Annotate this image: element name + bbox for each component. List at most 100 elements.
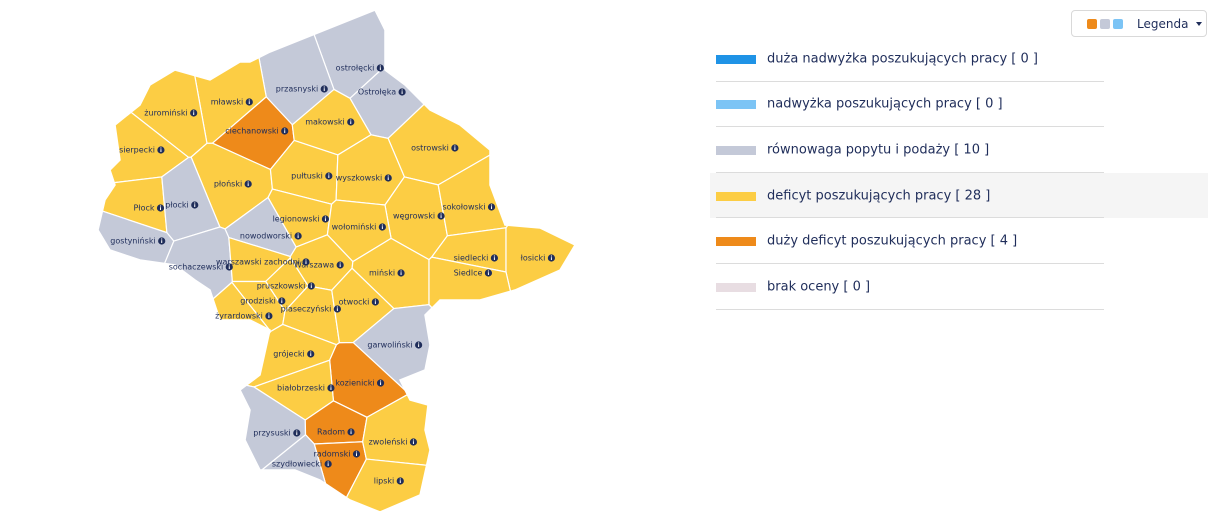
region-label: wołomiński	[332, 223, 377, 232]
legend-swatch	[716, 100, 756, 110]
region-label: warszawski zachodni	[216, 258, 300, 267]
swatch	[1100, 18, 1110, 29]
region[interactable]	[0, 188, 175, 488]
region-label: siedlecki	[454, 254, 489, 263]
info-icon-dot	[194, 202, 196, 204]
legend-item[interactable]: duża nadwyżka poszukujących pracy [ 0 ]	[710, 36, 1208, 82]
region-label: sierpecki	[119, 146, 155, 155]
region-label: szydłowiecki	[272, 460, 322, 469]
info-icon-dot	[161, 238, 163, 240]
info-icon-dot	[324, 216, 327, 218]
region[interactable]	[334, 458, 688, 520]
info-icon-dot	[487, 270, 490, 272]
region[interactable]	[0, 0, 208, 159]
info-icon-dot	[454, 145, 456, 147]
info-icon-dot	[281, 298, 283, 300]
region-label: ciechanowski	[225, 127, 278, 136]
region-label: płocki	[165, 201, 189, 210]
swatch	[1113, 18, 1123, 29]
info-icon-dot	[355, 451, 358, 453]
region-label: pruszkowski	[257, 282, 306, 291]
region-label: przysuski	[253, 429, 291, 438]
legend: duża nadwyżka poszukujących pracy [ 0 ] n…	[710, 36, 1208, 310]
legend-button[interactable]: Legenda	[1071, 10, 1207, 37]
region-label: legionowski	[273, 215, 320, 224]
separator	[716, 171, 1104, 173]
region-label: żyrardowski	[215, 312, 263, 321]
region-label: żuromiński	[144, 109, 187, 118]
outline	[97, 9, 577, 513]
region-label: garwoliński	[367, 341, 412, 350]
region-label: gostyniński	[110, 237, 155, 246]
regions	[0, 0, 700, 520]
info-icon-dot	[379, 65, 381, 67]
legend-label: duża nadwyżka poszukujących pracy [ 0 ]	[767, 51, 1038, 67]
legend-swatch	[716, 145, 756, 155]
separator	[716, 308, 1104, 310]
region-label: mławski	[211, 98, 244, 107]
legend-swatch	[716, 54, 756, 64]
separator	[716, 126, 1104, 128]
region-label: Radom	[317, 428, 345, 437]
info-icon-dot	[327, 461, 329, 463]
legend-swatch	[716, 282, 756, 292]
legend-button-label: Legenda	[1137, 16, 1189, 31]
info-icon-dot	[305, 259, 307, 261]
region-label: łosicki	[521, 254, 546, 263]
info-icon-dot	[160, 147, 162, 149]
legend-label: deficyt poszukujących pracy [ 28 ]	[767, 188, 991, 204]
info-icon-dot	[401, 89, 403, 91]
region-label: Płock	[133, 204, 154, 213]
region-label: przasnyski	[276, 85, 318, 94]
region-label: ostrowski	[411, 144, 449, 153]
region-label: grodziski	[240, 297, 276, 306]
region-label: sochaczewski	[169, 263, 224, 272]
info-icon-dot	[284, 128, 286, 130]
region-label: miński	[369, 269, 395, 278]
info-icon-dot	[330, 385, 332, 387]
info-icon-dot	[381, 224, 383, 226]
info-icon-dot	[493, 255, 495, 257]
info-icon-dot	[440, 213, 442, 215]
info-icon-dot	[339, 262, 341, 264]
region-label: płoński	[214, 180, 242, 189]
info-icon-dot	[310, 351, 312, 353]
separator	[716, 217, 1104, 219]
region-label: otwocki	[339, 298, 370, 307]
caret	[1196, 21, 1203, 26]
legend-swatch	[716, 191, 756, 201]
info-icon-dot	[328, 173, 330, 175]
region[interactable]	[0, 381, 307, 520]
info-icon-dot	[228, 264, 230, 266]
legend-label: duży deficyt poszukujących pracy [ 4 ]	[767, 233, 1018, 249]
region-label: grójecki	[273, 349, 304, 359]
region-label: węgrowski	[393, 212, 435, 221]
info-icon-dot	[336, 306, 338, 308]
info-icon-dot	[412, 439, 415, 441]
legend-item[interactable]: brak oceny [ 0 ]	[710, 264, 1208, 310]
region-label: lipski	[374, 477, 395, 486]
info-icon-dot	[247, 181, 249, 183]
info-icon-dot	[350, 119, 352, 121]
region-label: pułtuski	[291, 172, 323, 181]
info-icon-dot	[418, 342, 420, 344]
info-icon-dot	[379, 380, 382, 382]
region[interactable]	[387, 0, 700, 186]
legend-item[interactable]: nadwyżka poszukujących pracy [ 0 ]	[710, 82, 1208, 128]
region-label: nowodworski	[240, 232, 292, 241]
info-icon-dot	[248, 99, 250, 101]
legend-item[interactable]: duży deficyt poszukujących pracy [ 4 ]	[710, 218, 1208, 264]
legend-item[interactable]: deficyt poszukujących pracy [ 28 ]	[710, 172, 1208, 219]
map: ostrołęcki przasnyski Ostrołęka mławski żuro…	[0, 0, 700, 520]
legend-label: równowaga popytu i podaży [ 10 ]	[767, 142, 990, 158]
legend-swatch	[716, 237, 756, 247]
region-label: Warszawa	[294, 261, 334, 270]
legend-label: brak oceny [ 0 ]	[767, 279, 871, 295]
region-label: zwoleński	[369, 438, 408, 447]
region-label: sokołowski	[442, 203, 485, 212]
info-icon-dot	[323, 86, 325, 88]
region-label: Ostrołęka	[358, 88, 396, 97]
info-icon-dot	[399, 478, 401, 480]
legend-item[interactable]: równowaga popytu i podaży [ 10 ]	[710, 127, 1208, 173]
